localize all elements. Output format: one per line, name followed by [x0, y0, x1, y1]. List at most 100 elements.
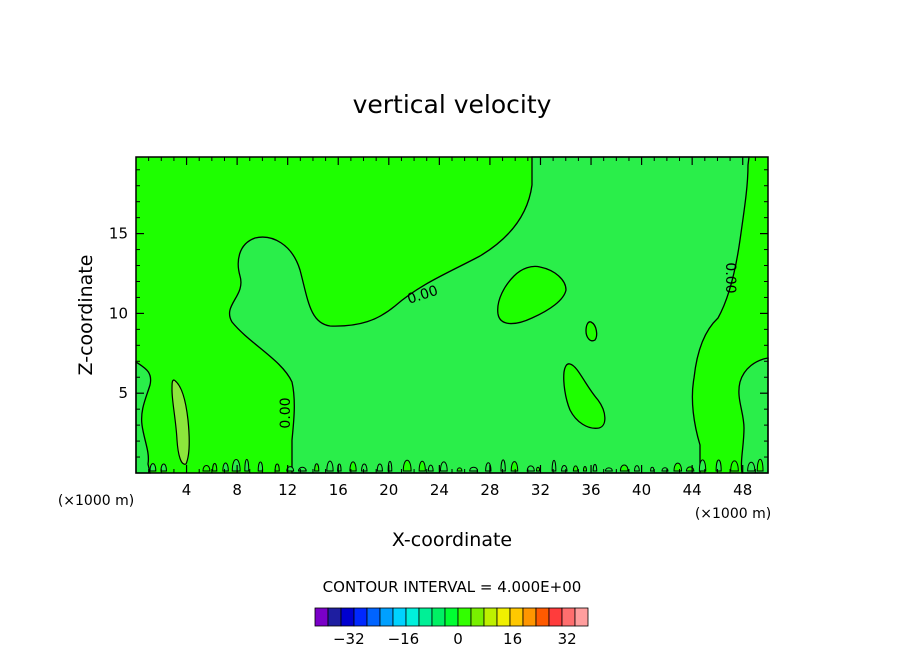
colorbar-tick-label: 0	[453, 630, 463, 648]
colorbar-swatch	[392, 607, 407, 627]
surface-contour	[535, 466, 541, 472]
surface-contour	[604, 467, 613, 472]
surface-contour	[673, 462, 683, 472]
surface-contour	[510, 461, 519, 472]
colorbar-tick-label: −32	[333, 630, 365, 648]
surface-contour	[402, 459, 412, 472]
x-tick-label: 24	[430, 481, 449, 499]
colorbar-swatch	[327, 607, 342, 627]
surface-contour	[314, 463, 320, 472]
y-tick-labels: 5 10 15	[109, 225, 128, 403]
surface-contour	[551, 459, 557, 472]
surface-contour	[286, 466, 295, 472]
x-tick-label: 28	[480, 481, 499, 499]
colorbar-swatch	[470, 607, 485, 627]
surface-contour	[592, 463, 598, 472]
surface-contour	[160, 463, 167, 472]
surface-contour	[456, 467, 463, 472]
surface-contour	[439, 461, 448, 472]
surface-contour	[222, 462, 229, 472]
contour-label: 0.00	[278, 397, 294, 428]
x-tick-label: 8	[232, 481, 242, 499]
colorbar-swatch	[431, 607, 446, 627]
colorbar-swatch	[314, 607, 329, 627]
plot-area: 0.00 0.00 0.00	[135, 156, 769, 474]
colorbar-swatch	[496, 607, 511, 627]
surface-contour	[469, 466, 479, 472]
colorbar-swatch	[340, 607, 355, 627]
surface-contour	[500, 459, 506, 472]
colorbar-swatch	[353, 607, 368, 627]
surface-contour	[298, 466, 307, 472]
y-axis-label: Z-coordinate	[75, 255, 97, 376]
surface-contour	[361, 463, 368, 472]
colorbar-swatch	[483, 607, 498, 627]
contour-region	[135, 360, 152, 474]
y-tick-label: 10	[109, 304, 128, 322]
colorbar-labels: −32 −16 0 16 32	[333, 630, 577, 648]
surface-contour	[231, 459, 241, 472]
colorbar-tick-label: 16	[503, 630, 522, 648]
surface-contour	[698, 459, 707, 472]
x-tick-label: 36	[581, 481, 600, 499]
surface-contour	[634, 465, 640, 472]
surface-contour	[212, 463, 218, 472]
surface-contour	[149, 463, 157, 472]
colorbar-swatch	[509, 607, 524, 627]
surface-contour	[730, 460, 739, 472]
surface-contour	[756, 458, 764, 472]
y-tick-label: 15	[109, 225, 128, 243]
contour-region	[229, 156, 750, 474]
x-tick-label: 32	[531, 481, 550, 499]
surface-contour	[427, 464, 434, 472]
surface-contour	[715, 459, 722, 472]
surface-contour	[650, 466, 655, 472]
contour-label: 0.00	[722, 262, 738, 293]
colorbar-swatch	[379, 607, 394, 627]
colorbar-swatch	[405, 607, 420, 627]
x-tick-label: 20	[379, 481, 398, 499]
x-tick-label: 12	[278, 481, 297, 499]
surface-contour	[747, 461, 756, 472]
surface-contour	[326, 460, 334, 472]
surface-contour	[582, 466, 587, 472]
x-tick-label: 44	[683, 481, 702, 499]
colorbar-swatch	[457, 607, 472, 627]
colorbar-swatch	[444, 607, 459, 627]
surface-contour	[619, 464, 629, 472]
surface-contour	[349, 461, 357, 472]
x-tick-label: 48	[733, 481, 752, 499]
colorbar-swatch	[561, 607, 576, 627]
colorbar-swatch	[548, 607, 563, 627]
x-unit-left: (×1000 m)	[58, 493, 134, 509]
x-axis-label: X-coordinate	[392, 529, 512, 551]
y-tick-label: 5	[118, 384, 128, 402]
colorbar-tick-label: 32	[558, 630, 577, 648]
x-tick-label: 4	[182, 481, 192, 499]
surface-contour	[274, 463, 280, 472]
colorbar	[314, 607, 589, 627]
contour-island	[497, 265, 567, 325]
colorbar-tick-label: −16	[388, 630, 420, 648]
axis-ticks	[136, 157, 768, 473]
contour-island	[563, 363, 606, 429]
colorbar-swatch	[522, 607, 537, 627]
surface-contour	[202, 464, 211, 472]
x-unit-right: (×1000 m)	[695, 506, 771, 522]
contour-region	[738, 357, 769, 474]
chart-title: vertical velocity	[353, 90, 552, 119]
colorbar-swatch	[366, 607, 381, 627]
colorbar-swatch	[574, 607, 589, 627]
colorbar-swatch	[418, 607, 433, 627]
x-tick-label: 16	[329, 481, 348, 499]
surface-contour	[418, 460, 426, 472]
contour-interval: CONTOUR INTERVAL = 4.000E+00	[323, 578, 582, 596]
surface-contour	[572, 465, 579, 472]
colorbar-swatch	[535, 607, 550, 627]
contour-patch	[171, 379, 190, 465]
x-tick-label: 40	[632, 481, 651, 499]
surface-contour	[244, 458, 250, 472]
surface-contour	[376, 463, 383, 472]
contour-island	[585, 321, 598, 342]
